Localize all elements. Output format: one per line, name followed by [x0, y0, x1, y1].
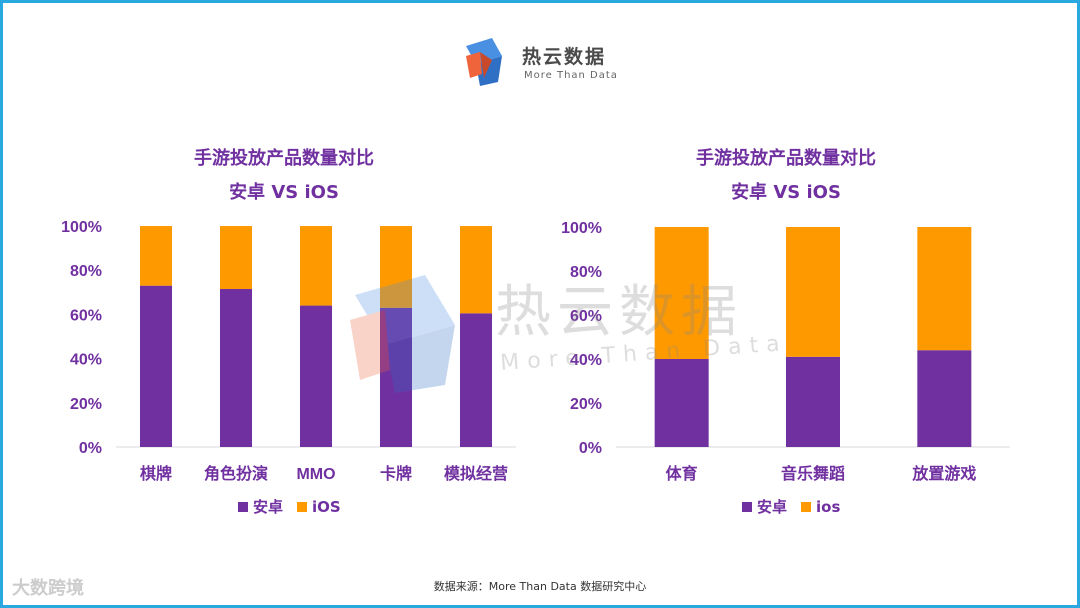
bar-segment-ios — [380, 226, 412, 308]
x-category-label: MMO — [296, 466, 335, 483]
legend-item-ios: iOS — [297, 498, 341, 516]
chart-1: 0% 20% 40% 60% 80% 100% 棋牌 角色扮演 MMO 卡牌 模拟经营 — [61, 219, 516, 483]
legend-label-android: 安卓 — [757, 498, 788, 516]
legend-swatch-android — [238, 501, 248, 512]
legend-swatch-android — [742, 501, 752, 512]
legend-label-android: 安卓 — [253, 498, 284, 516]
brand-logo-icon — [466, 38, 502, 86]
bar-segment-ios — [917, 227, 972, 351]
y-tick-label: 80% — [570, 264, 602, 281]
bar-segment-ios — [460, 226, 492, 314]
y-tick-label: 100% — [561, 220, 602, 237]
bar-segment-ios — [220, 226, 252, 289]
bar-segment-android — [917, 350, 972, 447]
x-category-label: 音乐舞蹈 — [781, 464, 845, 483]
x-category-label: 棋牌 — [140, 464, 172, 483]
y-tick-label: 20% — [70, 396, 102, 413]
brand-logo: 热云数据 More Than Data — [462, 34, 632, 90]
y-tick-label: 40% — [570, 352, 602, 369]
y-tick-label: 80% — [70, 263, 102, 280]
data-source-note: 数据来源：More Than Data 数据研究中心 — [433, 580, 647, 593]
y-tick-label: 60% — [570, 308, 602, 325]
legend-item-android: 安卓 — [742, 496, 787, 517]
bar-segment-android — [300, 305, 332, 447]
bar-segment-android — [220, 288, 252, 447]
legend-label-ios: iOS — [312, 497, 341, 516]
y-tick-label: 20% — [570, 396, 602, 413]
x-category-label: 体育 — [666, 464, 698, 483]
bar-segment-ios — [300, 226, 332, 306]
chart-1-legend: 安卓 iOS — [238, 496, 341, 517]
legend-item-ios: ios — [801, 498, 840, 516]
x-category-label: 模拟经营 — [444, 464, 508, 483]
x-category-label: 角色扮演 — [204, 464, 268, 483]
bar-segment-android — [654, 359, 709, 447]
corner-watermark: 大数跨境 — [12, 578, 84, 599]
x-category-label: 卡牌 — [380, 464, 412, 483]
chart-2-title: 手游投放产品数量对比 安卓 VS iOS — [576, 142, 996, 210]
legend-label-ios: ios — [816, 497, 841, 516]
bar-segment-ios — [786, 227, 840, 357]
x-category-label: 放置游戏 — [911, 464, 976, 483]
y-tick-label: 0% — [579, 440, 602, 457]
y-tick-label: 0% — [79, 440, 102, 457]
y-tick-label: 60% — [70, 307, 102, 324]
bar-segment-ios — [654, 227, 709, 359]
bar-segment-android — [786, 356, 840, 447]
bar-segment-android — [140, 285, 172, 447]
chart-2-title-line1: 手游投放产品数量对比 — [696, 148, 876, 169]
bar-segment-ios — [140, 226, 172, 286]
chart-2-title-line2: 安卓 VS iOS — [731, 182, 841, 203]
chart-2: 0% 20% 40% 60% 80% 100% 体育 音乐舞蹈 放置游戏 — [561, 220, 1010, 483]
bar-segment-android — [460, 313, 492, 447]
y-tick-label: 40% — [70, 352, 102, 369]
chart-2-legend: 安卓 ios — [742, 496, 840, 517]
chart-1-title-line1: 手游投放产品数量对比 — [194, 148, 374, 169]
legend-swatch-ios — [801, 501, 812, 512]
y-tick-label: 100% — [61, 219, 102, 236]
brand-name: 热云数据 — [522, 46, 607, 68]
brand-tagline: More Than Data — [524, 70, 618, 81]
legend-item-android: 安卓 — [238, 496, 283, 517]
bar-segment-android — [380, 307, 412, 447]
chart-1-title: 手游投放产品数量对比 安卓 VS iOS — [74, 142, 494, 210]
chart-1-title-line2: 安卓 VS iOS — [229, 182, 339, 203]
legend-swatch-ios — [297, 501, 308, 512]
